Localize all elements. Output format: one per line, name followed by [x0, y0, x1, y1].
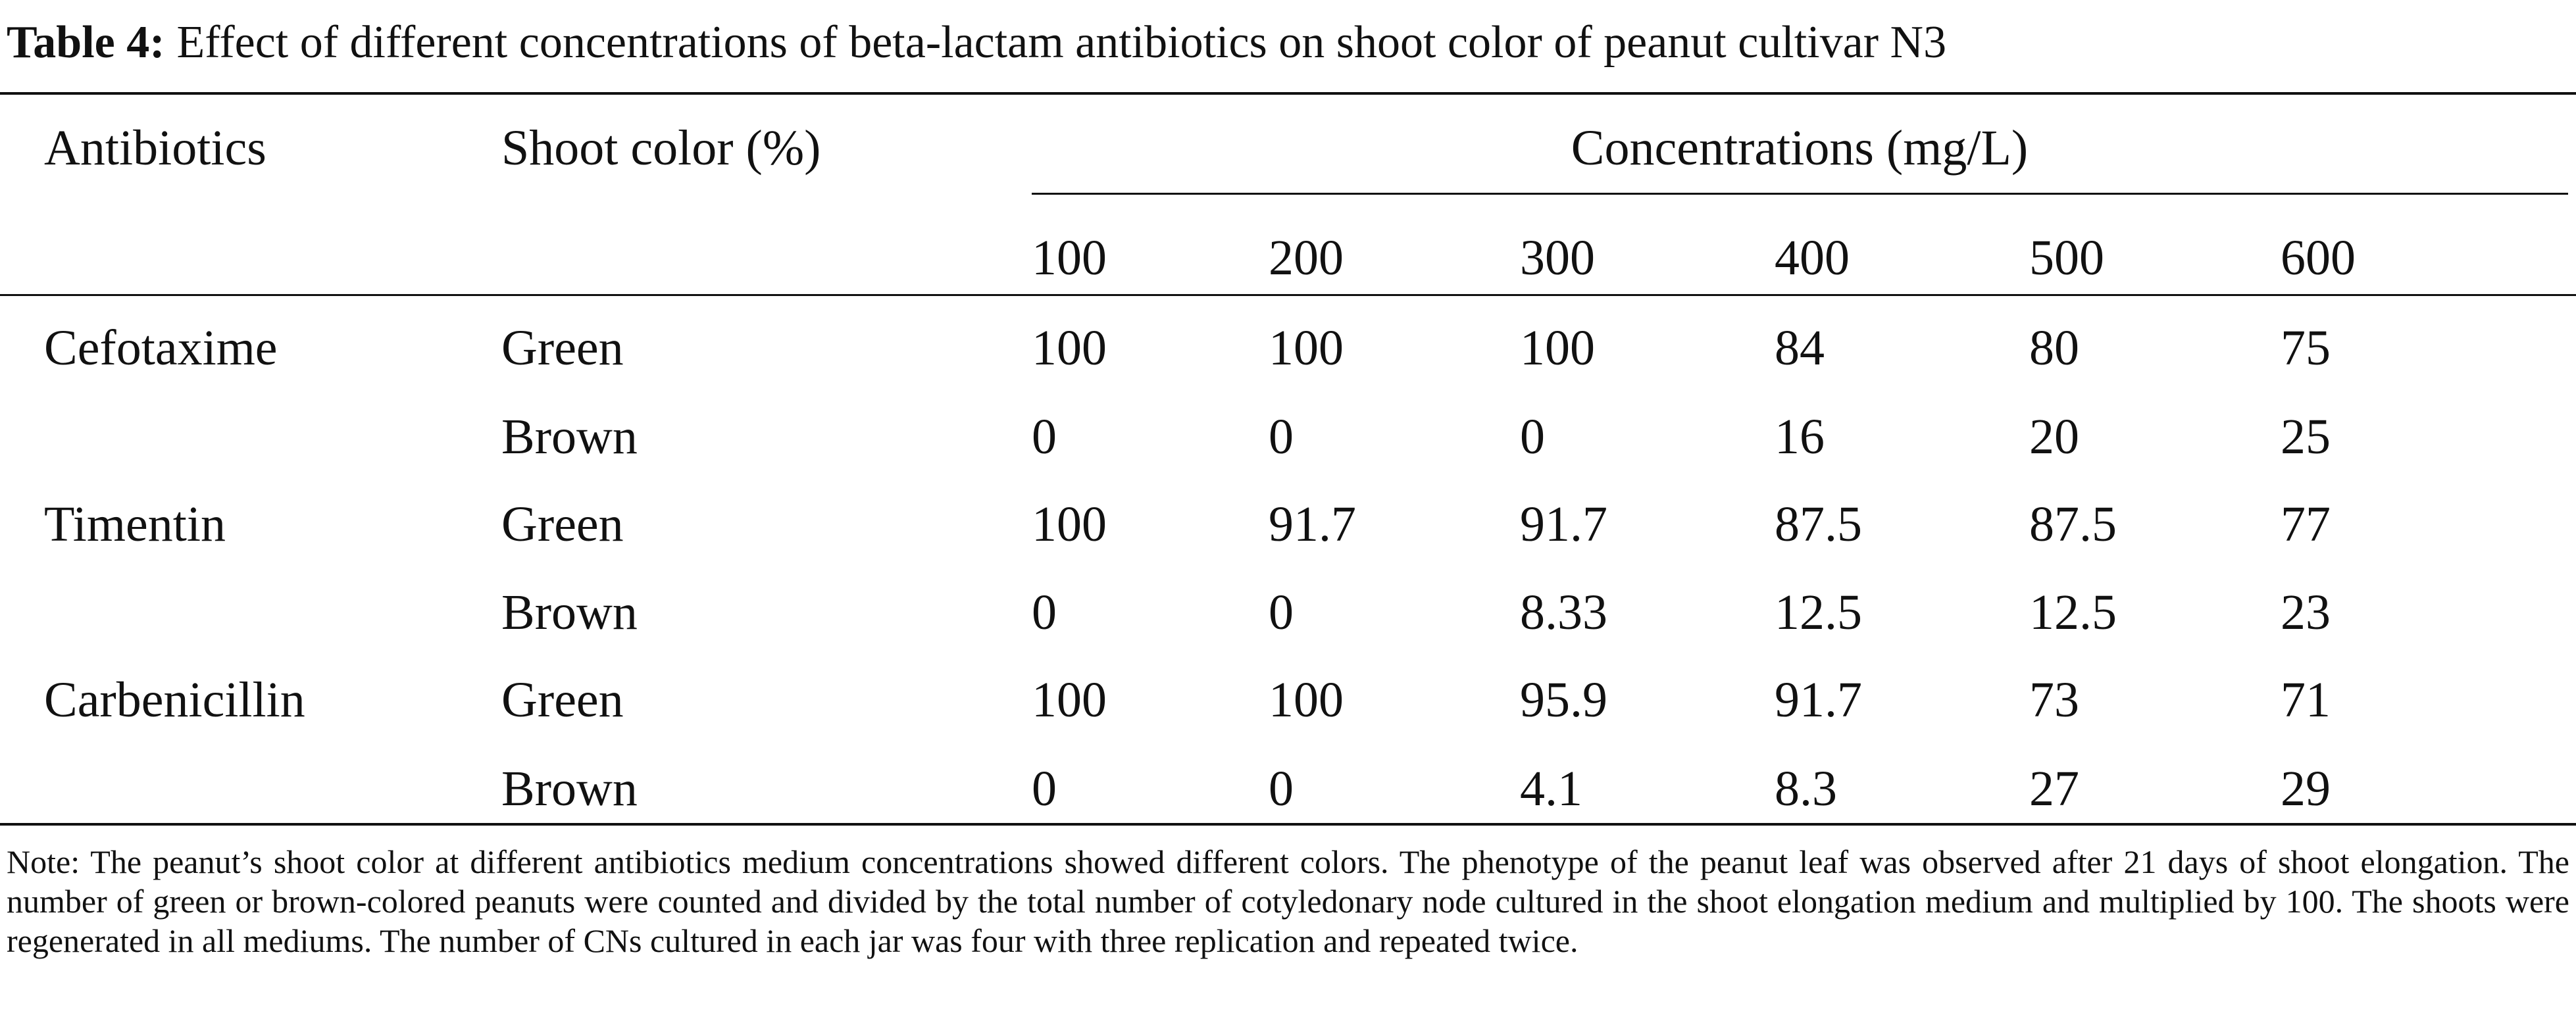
value-cell: 0 — [1269, 761, 1294, 816]
value-cell: 12.5 — [2029, 585, 2117, 640]
top-rule — [0, 92, 2576, 95]
value-cell: 12.5 — [1775, 585, 1862, 640]
value-cell: 91.7 — [1520, 497, 1607, 552]
value-cell: 100 — [1032, 672, 1107, 728]
title-text: Effect of different concentrations of be… — [176, 17, 1947, 68]
value-cell: 95.9 — [1520, 672, 1607, 728]
value-cell: 4.1 — [1520, 761, 1582, 816]
header-cell: Antibiotics — [44, 120, 266, 176]
concentration-header: 200 — [1269, 230, 1344, 286]
value-cell: 84 — [1775, 320, 1825, 376]
value-cell: 77 — [2281, 497, 2331, 552]
value-cell: 25 — [2281, 409, 2331, 464]
table-label: Table 4: — [7, 17, 165, 68]
value-cell: 8.3 — [1775, 761, 1837, 816]
header-rule — [0, 294, 2576, 296]
antibiotic-cell: Cefotaxime — [44, 320, 278, 376]
value-cell: 29 — [2281, 761, 2331, 816]
color-cell: Brown — [501, 761, 638, 816]
value-cell: 91.7 — [1269, 497, 1356, 552]
concentration-header: 600 — [2281, 230, 2356, 286]
value-cell: 80 — [2029, 320, 2079, 376]
value-cell: 0 — [1520, 409, 1545, 464]
bottom-rule — [0, 823, 2576, 826]
concentration-header: 300 — [1520, 230, 1595, 286]
value-cell: 20 — [2029, 409, 2079, 464]
header-cell: Shoot color (%) — [501, 120, 821, 176]
value-cell: 0 — [1032, 761, 1057, 816]
value-cell: 27 — [2029, 761, 2079, 816]
color-cell: Green — [501, 320, 624, 376]
table-note: Note: The peanut’s shoot color at differ… — [7, 843, 2569, 959]
value-cell: 75 — [2281, 320, 2331, 376]
antibiotic-cell: Carbenicillin — [44, 672, 305, 728]
color-cell: Green — [501, 672, 624, 728]
value-cell: 0 — [1032, 409, 1057, 464]
value-cell: 91.7 — [1775, 672, 1862, 728]
value-cell: 0 — [1269, 409, 1294, 464]
antibiotic-cell: Timentin — [44, 497, 226, 552]
color-cell: Green — [501, 497, 624, 552]
value-cell: 71 — [2281, 672, 2331, 728]
value-cell: 23 — [2281, 585, 2331, 640]
value-cell: 100 — [1269, 320, 1344, 376]
value-cell: 87.5 — [2029, 497, 2117, 552]
value-cell: 100 — [1520, 320, 1595, 376]
concentration-header: 400 — [1775, 230, 1850, 286]
value-cell: 87.5 — [1775, 497, 1862, 552]
concentration-header: 500 — [2029, 230, 2104, 286]
color-cell: Brown — [501, 409, 638, 464]
span-rule — [1032, 193, 2568, 195]
value-cell: 8.33 — [1520, 585, 1607, 640]
concentration-header: 100 — [1032, 230, 1107, 286]
value-cell: 16 — [1775, 409, 1825, 464]
value-cell: 0 — [1032, 585, 1057, 640]
value-cell: 100 — [1032, 497, 1107, 552]
value-cell: 100 — [1032, 320, 1107, 376]
value-cell: 100 — [1269, 672, 1344, 728]
color-cell: Brown — [501, 585, 638, 640]
value-cell: 73 — [2029, 672, 2079, 728]
table-title: Table 4: Effect of different concentratio… — [7, 20, 1946, 66]
value-cell: 0 — [1269, 585, 1294, 640]
header-cell: Concentrations (mg/L) — [1571, 120, 2029, 176]
